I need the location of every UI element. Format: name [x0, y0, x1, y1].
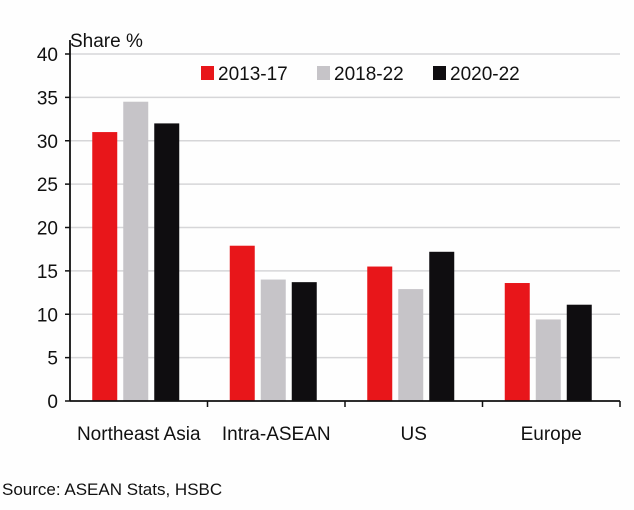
- x-tick-label: US: [401, 424, 427, 445]
- bar-2020-22-US: [429, 251, 455, 401]
- x-tick-label: Intra-ASEAN: [222, 424, 331, 445]
- y-tick-label: 0: [47, 392, 58, 413]
- bar-2020-22-Northeast Asia: [154, 123, 180, 402]
- legend-label: 2020-22: [450, 64, 520, 85]
- bar-2018-22-US: [398, 289, 424, 401]
- bar-2013-17-Northeast Asia: [92, 132, 118, 401]
- bar-2013-17-Intra-ASEAN: [229, 245, 255, 401]
- legend-label: 2018-22: [334, 64, 404, 85]
- source-note: Source: ASEAN Stats, HSBC: [2, 480, 223, 499]
- y-tick-label: 10: [37, 305, 58, 326]
- bar-2020-22-Europe: [566, 304, 592, 401]
- legend-label: 2013-17: [218, 64, 288, 85]
- bar-chart: 0 5 10 15 20 25 30 35 40 Northeast Asia Intra-ASEA…: [37, 31, 621, 445]
- x-tick-label: Europe: [521, 424, 582, 445]
- y-tick-label: 30: [37, 132, 58, 153]
- y-axis-label: Share %: [70, 31, 143, 52]
- bar-2018-22-Northeast Asia: [123, 101, 149, 402]
- bar-2013-17-US: [367, 266, 393, 401]
- y-tick-label: 15: [37, 262, 58, 283]
- y-tick-label: 5: [47, 349, 58, 370]
- bar-2020-22-Intra-ASEAN: [291, 282, 317, 401]
- y-tick-label: 40: [37, 45, 58, 66]
- y-tick-label: 20: [37, 219, 58, 240]
- legend-swatch-2013-17: [201, 66, 214, 80]
- x-tick-label: Northeast Asia: [77, 424, 201, 445]
- bar-2013-17-Europe: [504, 283, 530, 401]
- bar-2018-22-Europe: [535, 319, 561, 401]
- legend-swatch-2020-22: [433, 66, 446, 80]
- y-tick-label: 25: [37, 175, 58, 196]
- bar-2018-22-Intra-ASEAN: [260, 279, 286, 401]
- y-tick-label: 35: [37, 88, 58, 109]
- legend-swatch-2018-22: [317, 66, 330, 80]
